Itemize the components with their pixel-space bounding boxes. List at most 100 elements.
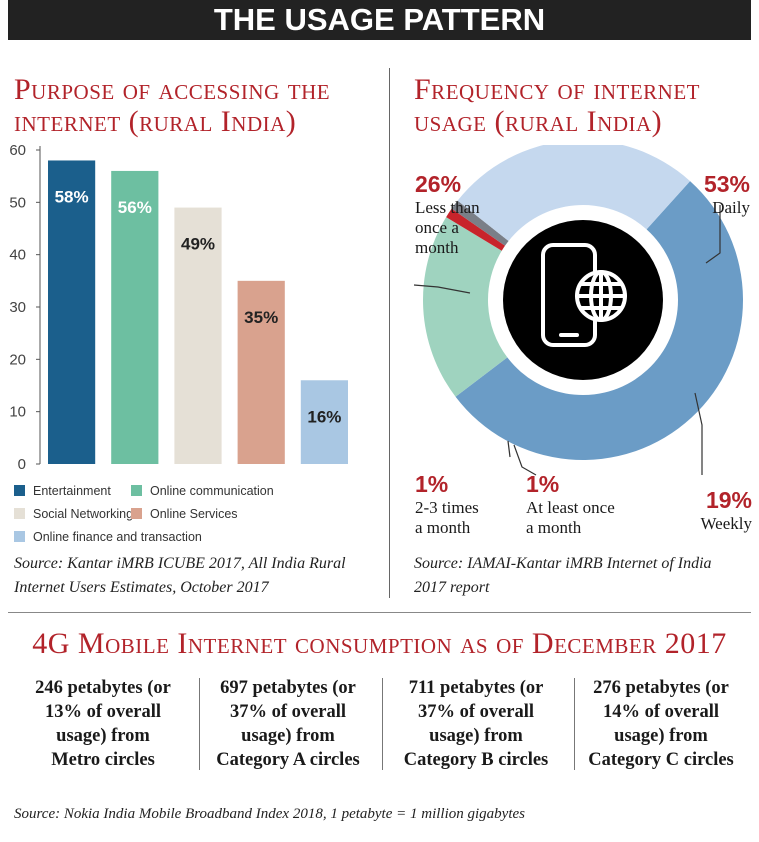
slice-at-least-once-a-month — [446, 208, 505, 251]
donut-chart-source-line-1: Source: IAMAI-Kantar iMRB Internet of In… — [414, 555, 712, 572]
category-a-line-4: Category A circles — [216, 750, 360, 770]
consumption-category-b: 711 petabytes (or 37% of overall usage) … — [383, 676, 569, 776]
pct-daily: 53% — [703, 171, 750, 197]
bar-chart-source-line-1: Source: Kantar iMRB ICUBE 2017, All Indi… — [14, 555, 346, 572]
bar-data-label: 35% — [244, 308, 278, 327]
legend-label: Online Services — [150, 507, 238, 521]
leader-line — [507, 440, 511, 458]
category-c-line-2: 14% of overall — [602, 702, 720, 722]
metro-line-4: Metro circles — [51, 750, 155, 770]
donut-chart-title-line-2: usage (rural India) — [414, 105, 663, 138]
y-tick-label: 50 — [9, 194, 26, 211]
slice-daily — [455, 181, 744, 461]
donut-chart-title-line-1: Frequency of internet — [414, 73, 701, 106]
bar-chart-title-line-2: internet (rural India) — [14, 105, 297, 138]
label-two-three: 1% 2-3 times a month — [415, 470, 479, 538]
legend-label: Entertainment — [33, 484, 111, 498]
text-at-least-once-2: a month — [526, 518, 582, 537]
bar-data-label: 16% — [307, 407, 341, 426]
column-divider — [574, 678, 575, 770]
legend-swatch — [14, 531, 25, 542]
text-less-2: once a — [415, 218, 459, 237]
consumption-category-c: 276 petabytes (or 14% of overall usage) … — [571, 676, 751, 776]
consumption-source: Source: Nokia India Mobile Broadband Ind… — [14, 806, 525, 822]
y-tick-label: 10 — [9, 404, 26, 421]
legend-swatch — [131, 485, 142, 496]
text-less-3: month — [415, 238, 459, 257]
category-c-line-3: usage) from — [614, 726, 708, 746]
bar-entertainment — [48, 160, 96, 464]
slice-2-3-times-a-month — [451, 200, 509, 246]
column-divider — [382, 678, 383, 770]
legend-swatch — [131, 508, 142, 519]
pct-less-than-once: 26% — [415, 171, 462, 197]
legend-item-online-finance: Online finance and transaction — [14, 530, 202, 544]
text-less-1: Less than — [415, 198, 480, 217]
legend-item-online-communication: Online communication — [131, 484, 274, 498]
leader-line — [513, 444, 537, 476]
y-tick-label: 40 — [9, 247, 26, 264]
donut-chart — [413, 145, 744, 476]
mobile-globe-icon — [541, 243, 627, 347]
label-daily: 53% Daily — [680, 170, 750, 218]
bar-data-label: 58% — [55, 187, 89, 206]
category-b-line-1: 711 petabytes (or — [408, 678, 544, 698]
leader-line — [705, 205, 721, 264]
category-b-line-3: usage) from — [429, 726, 523, 746]
consumption-columns: 246 petabytes (or 13% of overall usage) … — [8, 676, 751, 776]
bar-chart-title-line-1: Purpose of accessing the — [14, 73, 331, 106]
label-at-least-once: 1% At least once a month — [526, 470, 615, 538]
legend-swatch — [14, 485, 25, 496]
bar-online-finance-and-transaction — [300, 380, 348, 464]
legend-item-online-services: Online Services — [131, 507, 238, 521]
legend-label: Online finance and transaction — [33, 530, 202, 544]
consumption-title: 4G Mobile Internet consumption as of Dec… — [32, 627, 727, 660]
legend-item-entertainment: Entertainment — [14, 484, 111, 498]
bar-data-label: 49% — [181, 235, 215, 254]
category-a-line-1: 697 petabytes (or — [220, 678, 356, 698]
metro-line-3: usage) from — [56, 726, 150, 746]
slice-weekly — [423, 217, 508, 397]
pct-at-least-once: 1% — [526, 471, 560, 497]
leader-line — [694, 392, 703, 475]
column-divider — [199, 678, 200, 770]
text-two-three-2: a month — [415, 518, 471, 537]
legend-swatch — [14, 508, 25, 519]
category-b-line-2: 37% of overall — [417, 702, 535, 722]
bar-online-communication — [111, 170, 159, 464]
bar-online-services — [237, 280, 285, 464]
text-two-three-1: 2-3 times — [415, 498, 479, 517]
pct-weekly: 19% — [705, 487, 752, 513]
label-weekly: 19% Weekly — [680, 486, 753, 534]
y-tick-label: 30 — [9, 299, 26, 316]
consumption-metro: 246 petabytes (or 13% of overall usage) … — [8, 676, 198, 776]
category-c-line-1: 276 petabytes (or — [593, 678, 729, 698]
text-weekly: Weekly — [700, 514, 753, 533]
bar-social-networking — [174, 207, 222, 465]
bar-chart: 0 10 20 30 40 50 60 58% 56% 49% 35% 16% — [9, 142, 348, 470]
text-at-least-once-1: At least once — [526, 498, 615, 517]
legend-label: Social Networking — [33, 507, 134, 521]
category-c-line-4: Category C circles — [588, 750, 734, 770]
y-tick-label: 0 — [18, 456, 26, 470]
y-tick-label: 20 — [9, 351, 26, 368]
horizontal-divider — [8, 612, 751, 613]
bar-chart-source-line-2: Internet Users Estimates, October 2017 — [14, 579, 269, 596]
vertical-divider — [389, 68, 390, 598]
legend-label: Online communication — [150, 484, 274, 498]
pct-two-three: 1% — [415, 471, 449, 497]
consumption-category-a: 697 petabytes (or 37% of overall usage) … — [198, 676, 378, 776]
legend-item-social-networking: Social Networking — [14, 507, 133, 521]
category-a-line-3: usage) from — [241, 726, 335, 746]
text-daily: Daily — [712, 198, 750, 217]
leader-line — [413, 284, 471, 294]
metro-line-2: 13% of overall — [44, 702, 162, 722]
slice-less-than-once-a-month — [457, 145, 691, 241]
y-tick-label: 60 — [9, 142, 26, 159]
bar-data-label: 56% — [118, 198, 152, 217]
metro-line-1: 246 petabytes (or — [35, 678, 171, 698]
label-less-than-once: 26% Less than once a month — [415, 170, 480, 258]
page-banner: THE USAGE PATTERN — [8, 0, 751, 40]
donut-chart-source-line-2: 2017 report — [414, 579, 490, 596]
category-b-line-4: Category B circles — [403, 750, 549, 770]
